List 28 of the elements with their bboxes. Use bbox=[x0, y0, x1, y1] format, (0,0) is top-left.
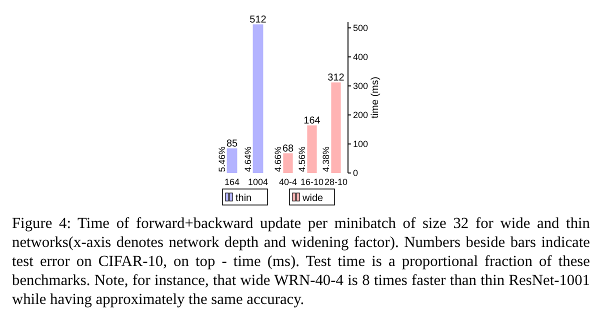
annotation: 4.56% bbox=[297, 146, 308, 172]
legend-label: thin bbox=[236, 193, 252, 204]
x-tick-label: 16-10 bbox=[300, 177, 324, 187]
x-tick-label: 1004 bbox=[248, 177, 268, 187]
caption: Figure 4: Time of forward+backward update per minibatch of size 32 for wide and thin networks(x-axis denotes network depth and widening factor). Numbers beside bars indicate test error on CIFAR-10, on top - time (ms). Test time is a proportional fraction of these benchmarks. Note, for instance, that wide WRN-40-4 is 8 times faster than thin ResNet-1001 while having approximately the same accuracy. bbox=[12, 214, 590, 309]
y-tick-label: 300 bbox=[353, 80, 368, 91]
legend-label: wide bbox=[302, 193, 324, 204]
annotation: 4.64% bbox=[242, 146, 253, 172]
annotation: 5.46% bbox=[216, 146, 227, 172]
y-tick-label: 200 bbox=[353, 110, 368, 120]
y-axis-title: time (ms) bbox=[370, 76, 381, 118]
y-tick-label: 400 bbox=[353, 52, 368, 62]
x-tick-label: 40-4 bbox=[278, 177, 298, 187]
y-tick-label: 0 bbox=[353, 168, 358, 178]
data-label: 512 bbox=[250, 14, 267, 26]
y-tick-label: 100 bbox=[353, 138, 368, 149]
x-tick-label: 164 bbox=[224, 177, 240, 187]
data-label: 85 bbox=[226, 138, 238, 150]
bar bbox=[307, 125, 317, 173]
x-tick-label: 28-10 bbox=[324, 177, 348, 187]
y-tick-label: 500 bbox=[353, 22, 368, 33]
annotation: 4.66% bbox=[273, 146, 284, 172]
bar bbox=[283, 153, 293, 173]
data-label: 68 bbox=[282, 143, 294, 154]
data-label: 312 bbox=[328, 72, 345, 84]
annotation: 4.38% bbox=[321, 146, 332, 172]
bar bbox=[331, 82, 341, 173]
data-label: 164 bbox=[304, 115, 321, 126]
